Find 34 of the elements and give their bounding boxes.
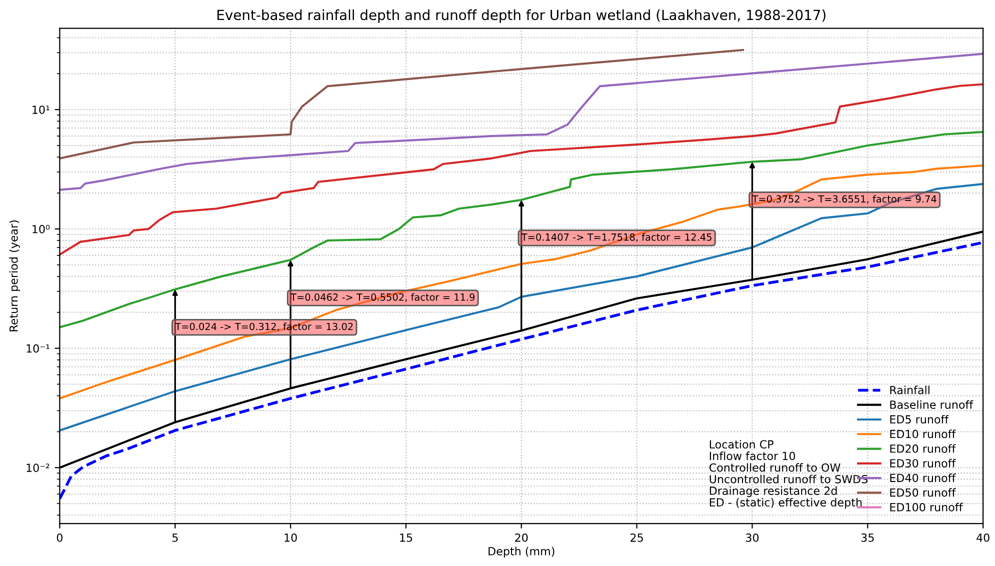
- legend-label: Baseline runoff: [890, 400, 974, 409]
- y-tick-label: 10⁻¹: [26, 344, 50, 353]
- annotation: T=0.3752 -> T=3.6551, factor = 9.74: [752, 195, 936, 204]
- chart-title: Event-based rainfall depth and runoff depth for Urban wetland (Laakhaven, 1988-2017): [217, 9, 826, 23]
- line-series: [60, 48, 744, 160]
- legend-label: ED50 runoff: [890, 488, 956, 497]
- line-series: [60, 182, 984, 432]
- legend-label: ED5 runoff: [890, 414, 949, 424]
- x-tick-label: 40: [976, 533, 990, 542]
- legend-label: ED10 runoff: [890, 430, 956, 438]
- x-tick-label: 35: [861, 533, 874, 542]
- x-tick-label: 25: [630, 533, 643, 542]
- line-series: [60, 164, 984, 400]
- legend-label: ED30 runoff: [890, 458, 956, 468]
- line-series: [60, 83, 984, 256]
- annotation: T=0.1407 -> T=1.7518, factor = 12.45: [521, 233, 712, 242]
- y-tick-label: 10⁻²: [26, 464, 50, 472]
- x-tick-label: 10: [284, 533, 297, 542]
- line-series: [60, 52, 984, 191]
- legend-label: ED20 runoff: [890, 444, 956, 453]
- x-tick-label: 30: [746, 533, 759, 542]
- annotation: T=0.0462 -> T=0.5502, factor = 11.9: [290, 293, 475, 302]
- x-axis-title: Depth (mm): [488, 546, 554, 558]
- annotation: T=0.024 -> T=0.312, factor = 13.02: [175, 322, 353, 332]
- x-tick-label: 5: [172, 534, 178, 542]
- y-axis-title: Return period (year): [9, 220, 20, 332]
- legend-label: ED100 runoff: [890, 502, 963, 512]
- x-tick-label: 20: [515, 533, 528, 542]
- x-tick-label: 0: [56, 533, 62, 542]
- x-tick-label: 15: [400, 534, 412, 542]
- y-tick-label: 10⁰: [32, 224, 50, 234]
- legend-label: ED40 runoff: [890, 474, 956, 482]
- legend-label: Rainfall: [890, 386, 930, 394]
- y-tick-label: 10¹: [32, 106, 50, 114]
